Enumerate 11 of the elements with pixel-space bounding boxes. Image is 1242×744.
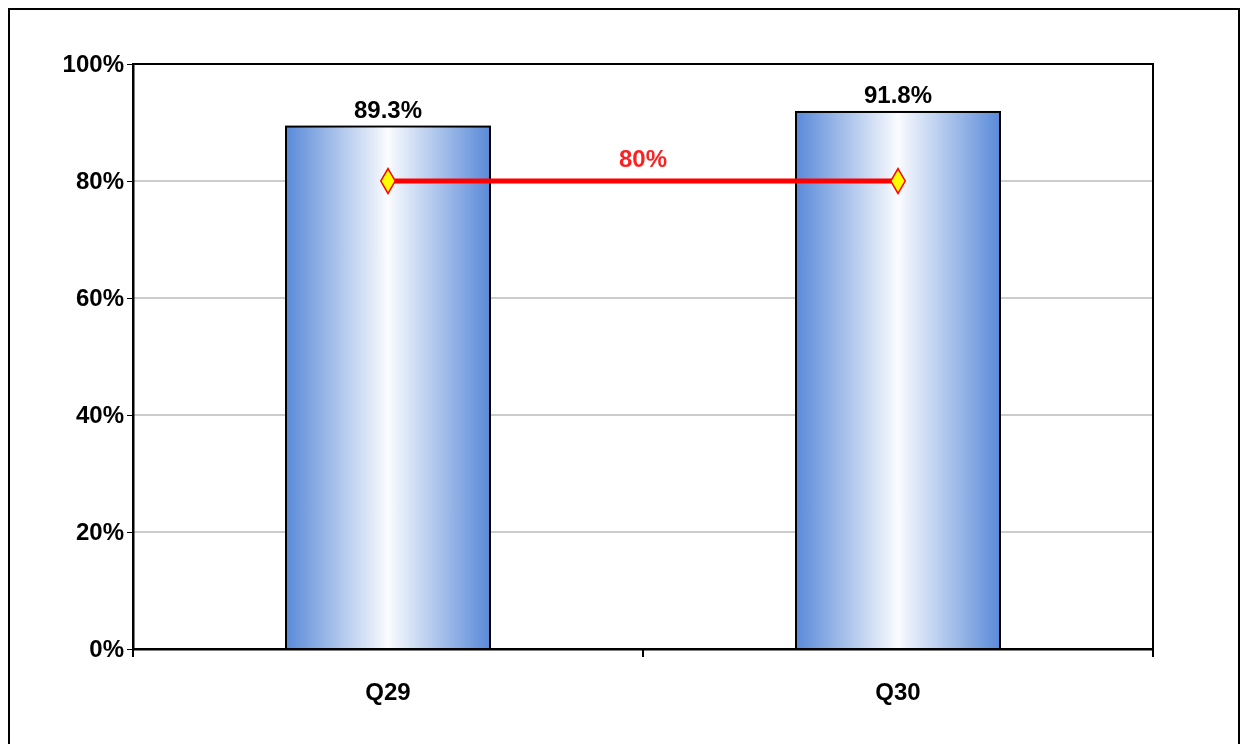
y-tick-label: 20%: [75, 518, 124, 546]
y-tick-label: 0%: [89, 635, 124, 663]
y-tick-label: 40%: [75, 401, 124, 429]
x-tick-label: Q29: [365, 678, 411, 706]
annotation: 80%: [618, 145, 668, 172]
y-tick-label: 80%: [75, 167, 124, 195]
data-label: 91.8%: [863, 80, 933, 108]
y-tick-label: 100%: [62, 50, 124, 78]
y-tick-label: 60%: [75, 284, 124, 312]
data-label: 89.3%: [353, 95, 423, 123]
x-tick-label: Q30: [875, 678, 921, 706]
